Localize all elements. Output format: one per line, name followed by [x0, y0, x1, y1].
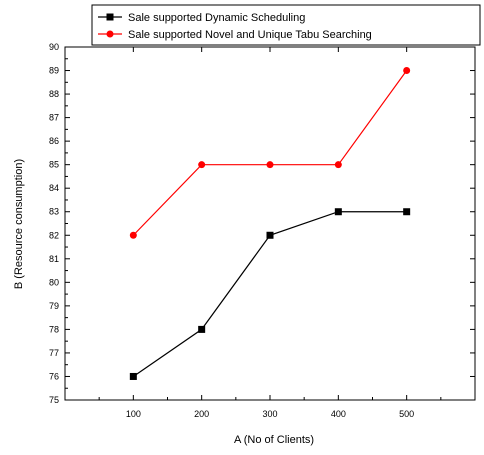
plot-layer — [64, 46, 476, 401]
y-tick-label: 90 — [49, 42, 59, 52]
y-tick-label: 79 — [49, 301, 59, 311]
data-point — [334, 161, 342, 169]
legend-box — [91, 4, 481, 46]
x-tick-label: 100 — [126, 409, 141, 419]
y-tick-label: 82 — [49, 230, 59, 240]
legend-label: Sale supported Novel and Unique Tabu Sea… — [128, 29, 372, 41]
x-tick-label: 500 — [399, 409, 414, 419]
data-point — [334, 208, 342, 216]
y-tick-label: 89 — [49, 66, 59, 76]
axes-layer: 75 76 77 78 79 80 81 82 83 84 85 86 87 88 89 90 100 200 30… — [49, 42, 475, 419]
data-point — [129, 231, 137, 239]
series-line-2 — [132, 70, 408, 236]
y-tick-label: 87 — [49, 113, 59, 123]
data-point — [403, 208, 411, 216]
y-tick-label: 86 — [49, 136, 59, 146]
y-tick-label: 75 — [49, 395, 59, 405]
y-tick-label: 78 — [49, 324, 59, 334]
data-point — [198, 161, 206, 169]
legend-label: Sale supported Dynamic Scheduling — [128, 12, 305, 24]
data-point — [198, 325, 206, 333]
y-tick-label: 77 — [49, 348, 59, 358]
legend: Sale supported Dynamic Scheduling Sale su… — [91, 4, 481, 46]
y-tick-label: 83 — [49, 207, 59, 217]
x-tick-label: 400 — [331, 409, 346, 419]
data-point — [266, 161, 274, 169]
x-tick-label: 300 — [262, 409, 277, 419]
data-point — [266, 231, 274, 239]
y-tick-label: 85 — [49, 160, 59, 170]
y-tick-label: 81 — [49, 254, 59, 264]
y-tick-label: 88 — [49, 89, 59, 99]
legend-swatch-marker — [106, 30, 114, 38]
y-tick-label: 84 — [49, 183, 59, 193]
x-axis-title: A (No of Clients) — [234, 434, 314, 446]
y-tick-label: 80 — [49, 277, 59, 287]
data-point — [129, 372, 137, 380]
legend-swatch-marker — [106, 13, 114, 21]
y-axis-title: B (Resource consumption) — [13, 159, 25, 289]
x-tick-label: 200 — [194, 409, 209, 419]
y-tick-label: 76 — [49, 371, 59, 381]
data-point — [403, 67, 411, 75]
series-layer — [129, 67, 411, 380]
plot-frame — [64, 46, 476, 401]
